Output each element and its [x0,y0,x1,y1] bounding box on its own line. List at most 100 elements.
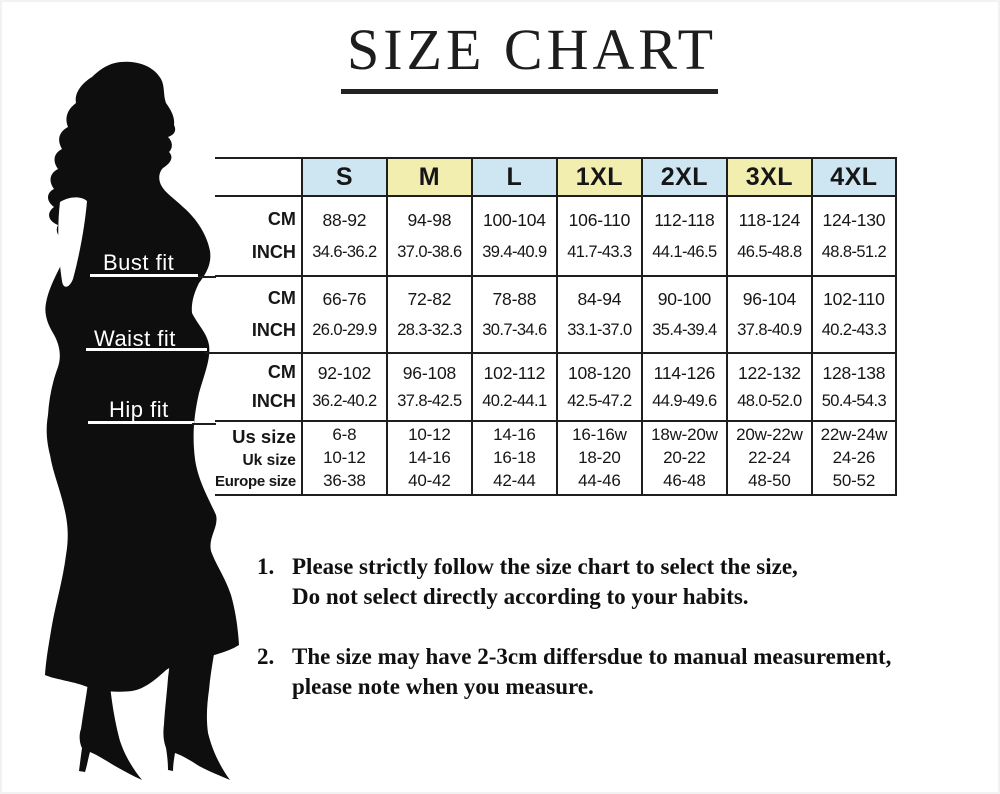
size-value: 33.1-37.0 [567,321,632,340]
size-column-header-1xl: 1XL [555,157,643,197]
size-value: 106-110 [568,209,631,230]
hip-value-cell-3xl: 122-132 48.0-52.0 [725,352,813,422]
size-value: 20-22 [663,448,706,467]
waist-value-cell-3xl: 96-104 37.8-40.9 [725,275,813,354]
hip-value-cell-2xl: 114-126 44.9-49.6 [640,352,728,422]
size-value: 40-42 [408,471,451,490]
bust-fit-underline [90,274,198,277]
row-label: INCH [251,320,296,340]
table-band-conversion: Us size Uk size Europe size 6-8 10-12 36-38 10… [215,420,897,496]
waist-value-cell-2xl: 90-100 35.4-39.4 [640,275,728,354]
size-column-header-2xl: 2XL [640,157,728,197]
size-value: 50.4-54.3 [821,392,887,411]
size-value: 18w-20w [651,425,718,444]
size-value: 6-8 [332,425,357,444]
header-spacer-cell [215,157,303,197]
size-value: 46-48 [663,471,706,490]
row-label: Us size [232,425,296,447]
size-value: 78-88 [492,288,537,309]
hip-value-cell-4xl: 128-138 50.4-54.3 [810,352,897,422]
row-label: INCH [251,391,296,411]
conversion-value-cell-l: 14-16 16-18 42-44 [470,420,558,496]
size-value: 35.4-39.4 [652,321,717,340]
size-value: 48.0-52.0 [737,392,802,411]
size-value: 37.8-40.9 [737,321,802,340]
conversion-value-cell-s: 6-8 10-12 36-38 [300,420,388,496]
waist-value-cell-s: 66-76 26.0-29.9 [300,275,388,354]
size-value: 40.2-44.1 [482,392,547,411]
row-label: CM [267,288,296,308]
note-2-line-1: The size may have 2-3cm differsdue to ma… [292,644,892,669]
conversion-value-cell-4xl: 22w-24w 24-26 50-52 [810,420,897,496]
row-label: INCH [251,242,296,262]
row-label: CM [267,209,296,229]
size-value: 18-20 [578,448,621,467]
size-value: 36.2-40.2 [312,392,377,411]
size-value: 34.6-36.2 [312,243,377,262]
size-value: 44.1-46.5 [652,243,717,262]
size-value: 22w-24w [820,425,888,444]
size-value: 39.4-40.9 [482,243,547,262]
size-value: 112-118 [654,209,715,230]
hip-row-label-cell: CM INCH [215,352,303,422]
size-value: 36-38 [323,471,366,490]
page-title: SIZE CHART [346,17,718,82]
size-value: 88-92 [322,209,367,230]
size-value: 100-104 [482,209,546,230]
bust-value-cell-2xl: 112-118 44.1-46.5 [640,195,728,277]
bust-value-cell-s: 88-92 34.6-36.2 [300,195,388,277]
size-value: 42.5-47.2 [567,392,632,411]
size-header-row: S M L 1XL 2XL 3XL 4XL [215,157,897,197]
size-value: 124-130 [822,209,886,230]
size-value: 48-50 [748,471,791,490]
note-1: 1. Please strictly follow the size chart… [257,552,798,612]
size-value: 46.5-48.8 [737,243,802,262]
size-value: 28.3-32.3 [397,321,462,340]
size-value: 128-138 [822,362,886,383]
bust-row-label-cell: CM INCH [215,195,303,277]
size-value: 24-26 [832,448,876,467]
size-value: 37.0-38.6 [397,243,462,262]
size-value: 114-126 [653,362,716,383]
waist-value-cell-4xl: 102-110 40.2-43.3 [810,275,897,354]
waist-value-cell-m: 72-82 28.3-32.3 [385,275,473,354]
note-2-line-2: please note when you measure. [292,674,594,699]
table-band-waist: CM INCH 66-76 26.0-29.9 72-82 28.3-32.3 78-88 3… [215,275,897,354]
conversion-row-label-cell: Us size Uk size Europe size [215,420,303,496]
size-value: 96-104 [742,288,797,309]
size-value: 118-124 [738,209,801,230]
size-value: 10-12 [408,425,451,444]
size-value: 20w-22w [736,425,803,444]
size-value: 48.8-51.2 [821,243,887,262]
size-value: 26.0-29.9 [312,321,377,340]
size-value: 42-44 [493,471,536,490]
size-value: 16-18 [493,448,536,467]
waist-fit-label: Waist fit [94,326,176,351]
waist-value-cell-1xl: 84-94 33.1-37.0 [555,275,643,354]
conversion-value-cell-1xl: 16-16w 18-20 44-46 [555,420,643,496]
size-column-header-3xl: 3XL [725,157,813,197]
size-value: 102-112 [483,362,546,383]
note-1-line-1: Please strictly follow the size chart to… [292,554,798,579]
size-value: 44.9-49.6 [652,392,717,411]
size-column-header-l: L [470,157,558,197]
conversion-value-cell-m: 10-12 14-16 40-42 [385,420,473,496]
size-value: 94-98 [407,209,452,230]
conversion-value-cell-3xl: 20w-22w 22-24 48-50 [725,420,813,496]
title-underline [341,89,718,94]
table-band-bust: CM INCH 88-92 34.6-36.2 94-98 37.0-38.6 100-10… [215,195,897,277]
size-column-header-4xl: 4XL [810,157,897,197]
size-value: 108-120 [567,362,631,383]
bust-value-cell-4xl: 124-130 48.8-51.2 [810,195,897,277]
hip-value-cell-s: 92-102 36.2-40.2 [300,352,388,422]
bust-value-cell-m: 94-98 37.0-38.6 [385,195,473,277]
size-value: 30.7-34.6 [482,321,547,340]
row-label: CM [267,362,296,382]
bust-value-cell-1xl: 106-110 41.7-43.3 [555,195,643,277]
note-1-number: 1. [257,554,275,579]
size-value: 66-76 [322,288,367,309]
waist-fit-underline [86,348,207,351]
size-value: 44-46 [578,471,621,490]
waist-fit-connector-line [205,352,216,354]
